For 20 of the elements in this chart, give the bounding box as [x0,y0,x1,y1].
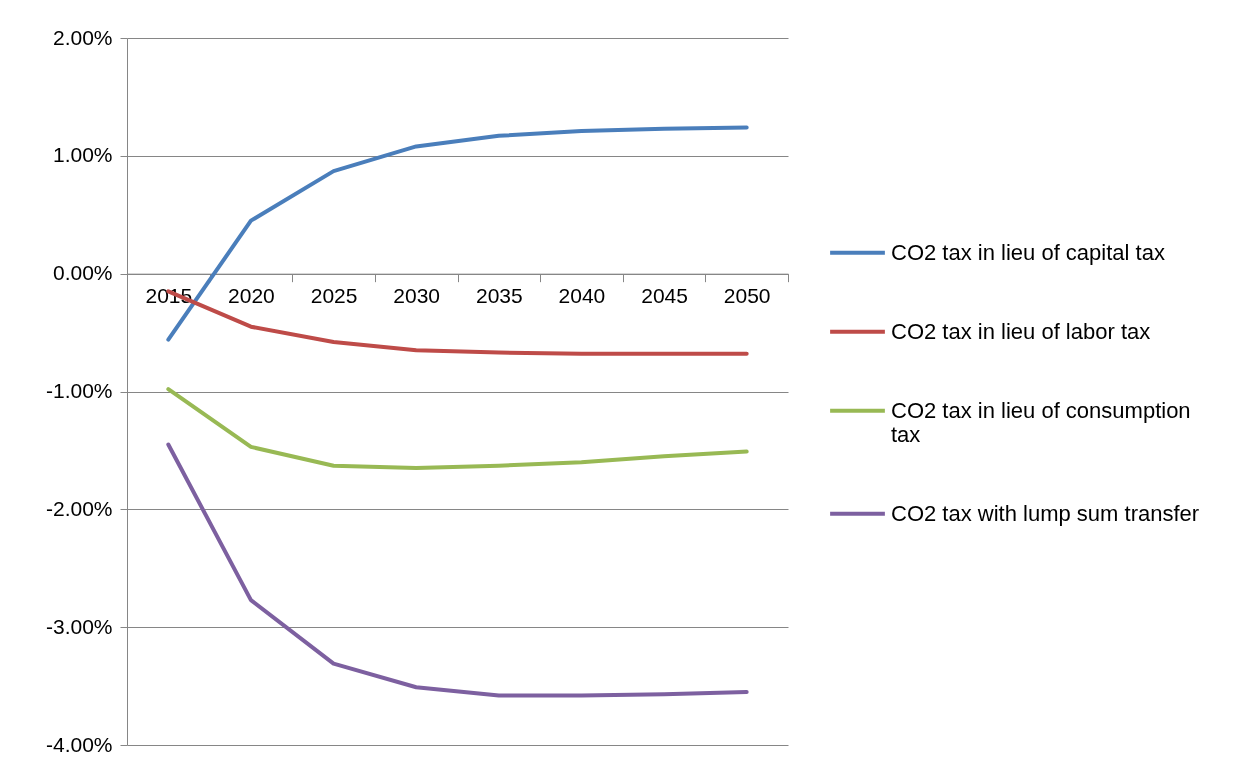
legend-label: CO2 tax in lieu of consumption tax [891,397,1191,447]
legend-label: CO2 tax with lump sum transfer [891,500,1200,526]
y-tick-label: -3.00% [45,614,113,638]
y-tick-label: -2.00% [45,496,113,520]
x-tick-label: 2050 [723,284,771,308]
legend-label: CO2 tax in lieu of labor tax [891,318,1151,344]
y-tick-label: 0.00% [52,261,113,285]
x-tick-label: 2030 [393,284,441,308]
x-tick-label: 2045 [641,284,688,308]
line-series [166,442,749,698]
y-tick-label: 1.00% [52,143,113,167]
y-tick-label: -4.00% [45,732,113,756]
x-tick-label: 2035 [475,284,523,308]
line-series [166,387,749,471]
x-tick-label: 2020 [228,284,275,308]
x-tick-label: 2025 [310,284,358,308]
y-tick-label: 2.00% [52,25,113,49]
legend-label: CO2 tax in lieu of capital tax [891,239,1165,265]
y-tick-label: -1.00% [45,379,113,402]
x-tick-label: 2040 [558,284,606,308]
